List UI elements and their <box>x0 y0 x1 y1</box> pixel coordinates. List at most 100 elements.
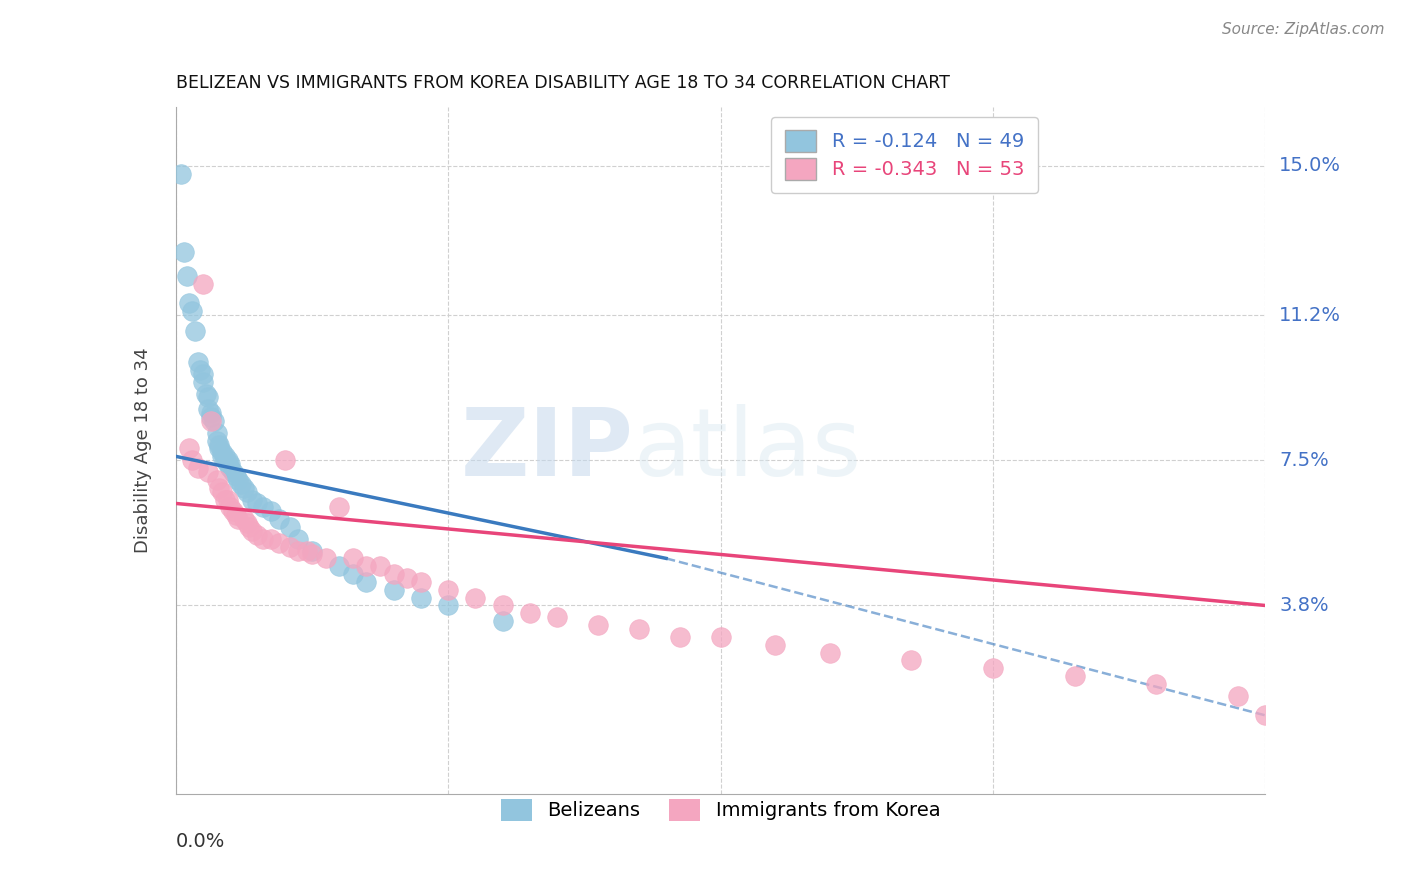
Point <box>214 453 236 467</box>
Point <box>194 386 217 401</box>
Point <box>179 442 201 456</box>
Point <box>818 646 841 660</box>
Point <box>278 520 301 534</box>
Point <box>763 638 786 652</box>
Point <box>260 504 283 518</box>
Text: Source: ZipAtlas.com: Source: ZipAtlas.com <box>1222 22 1385 37</box>
Point <box>188 363 211 377</box>
Point <box>246 496 269 510</box>
Text: BELIZEAN VS IMMIGRANTS FROM KOREA DISABILITY AGE 18 TO 34 CORRELATION CHART: BELIZEAN VS IMMIGRANTS FROM KOREA DISABI… <box>176 74 949 92</box>
Point <box>186 461 209 475</box>
Point <box>235 484 257 499</box>
Point <box>492 614 515 628</box>
Point <box>205 434 228 448</box>
Point <box>232 481 254 495</box>
Point <box>274 453 297 467</box>
Point <box>246 528 269 542</box>
Text: 3.8%: 3.8% <box>1279 596 1329 615</box>
Point <box>356 559 378 574</box>
Point <box>668 630 690 644</box>
Point <box>519 607 541 621</box>
Point <box>184 324 207 338</box>
Point <box>181 304 204 318</box>
Text: atlas: atlas <box>633 404 862 497</box>
Point <box>200 410 222 425</box>
Point <box>409 574 432 589</box>
Point <box>981 661 1004 675</box>
Point <box>492 599 515 613</box>
Point <box>219 461 242 475</box>
Point <box>240 524 263 538</box>
Point <box>1227 689 1250 703</box>
Point <box>205 425 228 440</box>
Point <box>315 551 337 566</box>
Point <box>295 543 318 558</box>
Point <box>170 167 193 181</box>
Text: 15.0%: 15.0% <box>1279 156 1341 176</box>
Text: 11.2%: 11.2% <box>1279 306 1341 325</box>
Point <box>1144 677 1167 691</box>
Point <box>464 591 486 605</box>
Point <box>238 520 260 534</box>
Point <box>252 500 274 515</box>
Point <box>356 574 378 589</box>
Point <box>179 296 201 310</box>
Point <box>342 567 364 582</box>
Point <box>208 437 231 451</box>
Text: ZIP: ZIP <box>461 404 633 497</box>
Y-axis label: Disability Age 18 to 34: Disability Age 18 to 34 <box>134 348 152 553</box>
Text: 0.0%: 0.0% <box>176 831 225 851</box>
Point <box>301 543 323 558</box>
Point <box>217 492 239 507</box>
Legend: Belizeans, Immigrants from Korea: Belizeans, Immigrants from Korea <box>489 788 952 832</box>
Point <box>211 484 233 499</box>
Point <box>232 512 254 526</box>
Point <box>301 548 323 562</box>
Point <box>287 543 309 558</box>
Point <box>260 532 283 546</box>
Point <box>208 442 231 456</box>
Point <box>208 481 231 495</box>
Point <box>228 473 250 487</box>
Point <box>197 465 219 479</box>
Point <box>200 414 222 428</box>
Point <box>225 469 247 483</box>
Point <box>396 571 419 585</box>
Point <box>173 245 195 260</box>
Point <box>222 465 245 479</box>
Point <box>211 450 233 464</box>
Point <box>222 504 245 518</box>
Point <box>219 457 242 471</box>
Point <box>186 355 209 369</box>
Point <box>546 610 568 624</box>
Text: 7.5%: 7.5% <box>1279 450 1329 470</box>
Point <box>252 532 274 546</box>
Point <box>328 559 350 574</box>
Point <box>382 582 405 597</box>
Point <box>197 391 219 405</box>
Point <box>287 532 309 546</box>
Point <box>202 414 225 428</box>
Point <box>269 512 291 526</box>
Point <box>586 618 609 632</box>
Point <box>710 630 733 644</box>
Point <box>228 512 250 526</box>
Point <box>240 492 263 507</box>
Point <box>191 375 214 389</box>
Point <box>200 406 222 420</box>
Point <box>235 516 257 530</box>
Point <box>1063 669 1085 683</box>
Point <box>219 500 242 515</box>
Point <box>1254 708 1277 723</box>
Point <box>409 591 432 605</box>
Point <box>217 457 239 471</box>
Point <box>328 500 350 515</box>
Point <box>627 622 650 636</box>
Point <box>214 492 236 507</box>
Point <box>269 535 291 549</box>
Point <box>191 367 214 381</box>
Point <box>437 599 460 613</box>
Point <box>231 476 253 491</box>
Point <box>342 551 364 566</box>
Point <box>176 268 198 283</box>
